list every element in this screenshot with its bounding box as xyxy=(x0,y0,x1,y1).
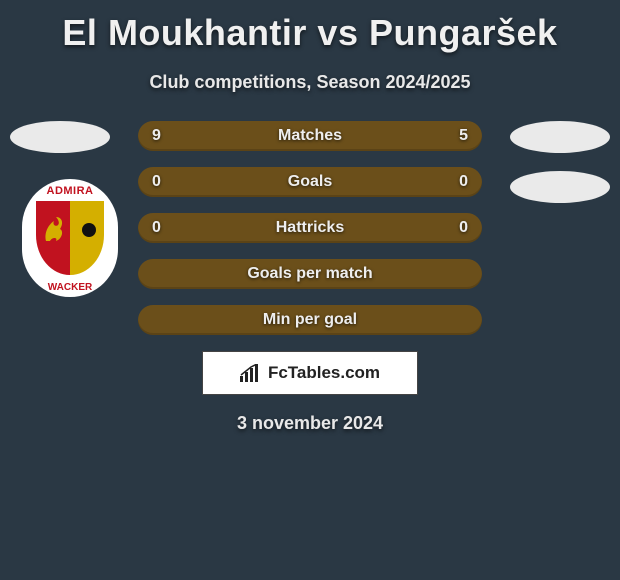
stat-right-value: 0 xyxy=(459,173,468,191)
ball-icon xyxy=(82,223,96,237)
club-badge-top-text: ADMIRA xyxy=(22,185,118,197)
stat-row-hattricks: 0 Hattricks 0 xyxy=(138,213,482,243)
stat-left-value: 0 xyxy=(152,173,161,191)
stat-left-value: 0 xyxy=(152,219,161,237)
subtitle: Club competitions, Season 2024/2025 xyxy=(0,72,620,93)
stat-label: Min per goal xyxy=(263,311,357,329)
club-badge-shape: ADMIRA WACKER xyxy=(22,179,118,297)
stat-row-min-per-goal: Min per goal xyxy=(138,305,482,335)
left-placeholder-badge xyxy=(10,121,110,153)
stat-label: Goals per match xyxy=(247,265,372,283)
stat-row-matches: 9 Matches 5 xyxy=(138,121,482,151)
stat-right-value: 5 xyxy=(459,127,468,145)
stat-rows: 9 Matches 5 0 Goals 0 0 Hattricks 0 Goal… xyxy=(138,121,482,335)
stat-row-goals-per-match: Goals per match xyxy=(138,259,482,289)
club-badge-bottom-text: WACKER xyxy=(22,282,118,293)
brand-box[interactable]: FcTables.com xyxy=(202,351,418,395)
stat-label: Matches xyxy=(278,127,342,145)
stat-label: Hattricks xyxy=(276,219,344,237)
left-club-logo: ADMIRA WACKER xyxy=(22,179,118,297)
stat-left-value: 9 xyxy=(152,127,161,145)
stat-right-value: 0 xyxy=(459,219,468,237)
bar-chart-icon xyxy=(240,364,262,382)
right-placeholder-badge-2 xyxy=(510,171,610,203)
stat-row-goals: 0 Goals 0 xyxy=(138,167,482,197)
club-shield xyxy=(36,201,104,275)
shield-right-half xyxy=(70,201,104,275)
brand-text: FcTables.com xyxy=(268,363,380,383)
comparison-panel: ADMIRA WACKER 9 Matches 5 0 Goals 0 xyxy=(0,121,620,434)
right-placeholder-badge-1 xyxy=(510,121,610,153)
stat-label: Goals xyxy=(288,173,332,191)
dragon-icon xyxy=(42,213,66,245)
date-line: 3 november 2024 xyxy=(0,413,620,434)
page-title: El Moukhantir vs Pungaršek xyxy=(0,0,620,54)
